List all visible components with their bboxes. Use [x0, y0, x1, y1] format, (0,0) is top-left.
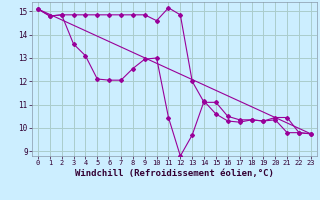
X-axis label: Windchill (Refroidissement éolien,°C): Windchill (Refroidissement éolien,°C)	[75, 169, 274, 178]
